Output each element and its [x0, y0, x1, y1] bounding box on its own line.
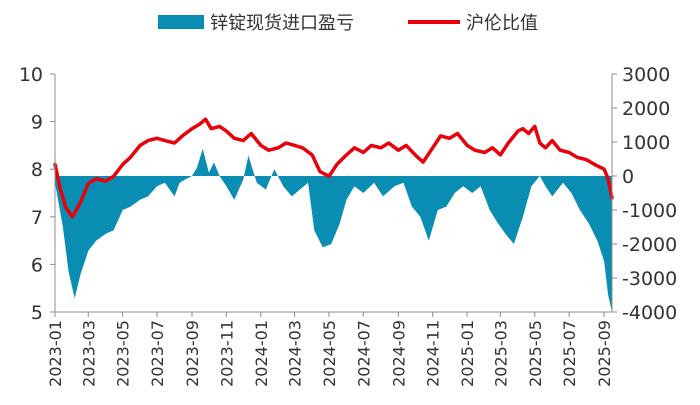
legend-item-import-profit: 锌锭现货进口盈亏 — [158, 8, 354, 36]
series-area-import-profit — [55, 148, 612, 312]
x-tick-label: 2024-01 — [252, 320, 271, 387]
y-left-tick-label: 5 — [31, 302, 43, 324]
x-tick-label: 2025-03 — [491, 320, 510, 387]
x-tick-label: 2023-09 — [183, 320, 202, 387]
legend-label-shfe-lme-ratio: 沪伦比值 — [466, 13, 538, 34]
y-right-tick-label: -3000 — [622, 268, 677, 290]
y-left-tick-label: 10 — [19, 64, 43, 86]
y-right-tick-label: 2000 — [622, 98, 670, 120]
x-tick-label: 2024-07 — [354, 320, 373, 387]
x-tick-label: 2025-05 — [526, 320, 545, 387]
y-right-tick-label: -4000 — [622, 302, 677, 324]
x-tick-label: 2025-09 — [595, 320, 614, 387]
x-tick-label: 2024-05 — [320, 320, 339, 387]
y-left-tick-label: 8 — [31, 159, 43, 181]
y-left-tick-label: 7 — [31, 207, 43, 229]
x-tick-label: 2023-01 — [46, 320, 65, 387]
legend-label-import-profit: 锌锭现货进口盈亏 — [210, 13, 354, 34]
series-line-shfe-lme-ratio — [53, 117, 614, 219]
y-right-tick-label: 3000 — [622, 64, 670, 86]
x-tick-label: 2023-05 — [114, 320, 133, 387]
y-left-tick-label: 6 — [31, 254, 43, 276]
y-left-tick-label: 9 — [31, 112, 43, 134]
x-tick-label: 2024-11 — [424, 320, 443, 387]
x-tick-label: 2025-07 — [560, 320, 579, 387]
y-right-tick-label: -1000 — [622, 200, 677, 222]
legend-swatch-import-profit — [158, 15, 204, 29]
x-tick-label: 2023-07 — [148, 320, 167, 387]
x-tick-label: 2025-01 — [458, 320, 477, 387]
y-right-tick-label: 1000 — [622, 132, 670, 154]
legend-item-shfe-lme-ratio: 沪伦比值 — [408, 8, 538, 36]
legend-swatch-shfe-lme-ratio — [408, 20, 460, 24]
x-tick-label: 2023-11 — [217, 320, 236, 387]
x-tick-label: 2024-03 — [286, 320, 305, 387]
y-right-tick-label: -2000 — [622, 234, 677, 256]
x-tick-label: 2024-09 — [389, 320, 408, 387]
y-right-tick-label: 0 — [622, 166, 634, 188]
legend: 锌锭现货进口盈亏 沪伦比值 — [0, 8, 700, 36]
x-tick-label: 2023-03 — [79, 320, 98, 387]
